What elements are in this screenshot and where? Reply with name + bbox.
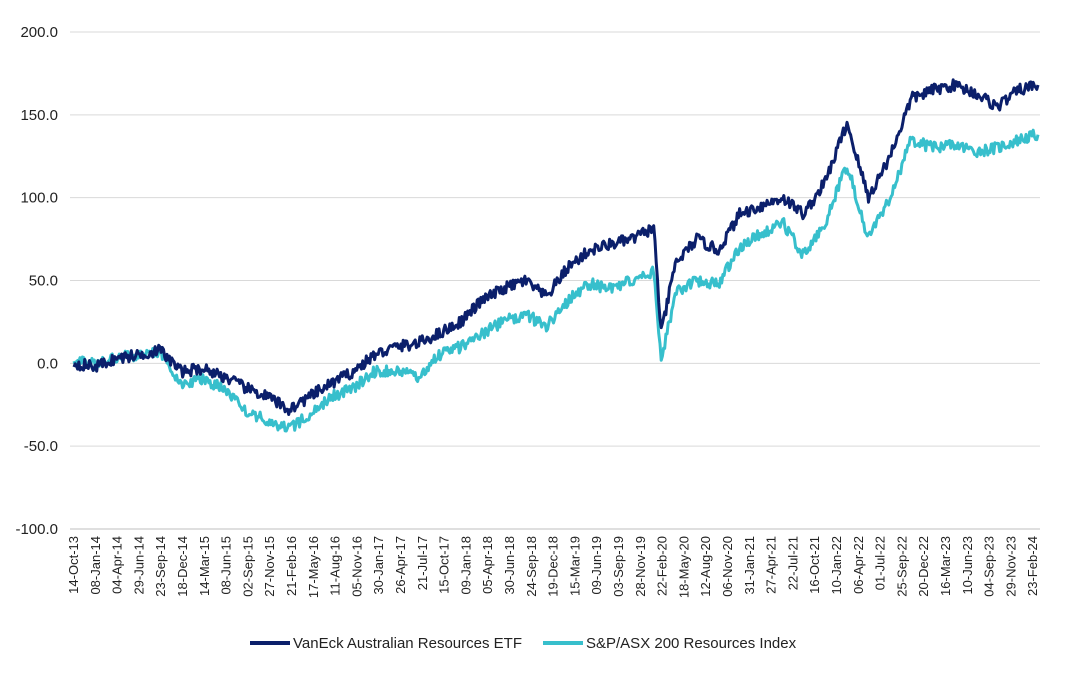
x-tick-label: 16-Mar-23 <box>938 536 953 596</box>
x-tick-label: 01-Jul-22 <box>873 536 888 590</box>
x-tick-label: 28-Nov-19 <box>633 536 648 597</box>
y-tick-label: 100.0 <box>20 190 58 207</box>
series-lines <box>72 78 1040 433</box>
x-tick-label: 24-Sep-18 <box>524 536 539 597</box>
x-tick-label: 08-Jan-14 <box>88 536 103 595</box>
x-tick-label: 18-May-20 <box>676 536 691 598</box>
x-tick-label: 02-Sep-15 <box>240 536 255 597</box>
legend: VanEck Australian Resources ETF S&P/ASX 2… <box>250 635 797 652</box>
x-tick-label: 18-Dec-14 <box>175 536 190 597</box>
x-tick-label: 23-Feb-24 <box>1025 536 1040 596</box>
x-tick-label: 19-Dec-18 <box>546 536 561 597</box>
x-tick-label: 27-Apr-21 <box>764 536 779 594</box>
x-tick-label: 06-Nov-20 <box>720 536 735 597</box>
x-tick-label: 03-Sep-19 <box>611 536 626 597</box>
x-tick-label: 31-Jan-21 <box>742 536 757 595</box>
x-tick-label: 23-Sep-14 <box>153 536 168 597</box>
y-tick-label: 200.0 <box>20 24 58 41</box>
x-tick-label: 16-Oct-21 <box>807 536 822 594</box>
x-tick-label: 25-Sep-22 <box>894 536 909 597</box>
x-tick-label: 22-Jul-21 <box>785 536 800 590</box>
x-tick-label: 30-Jan-17 <box>371 536 386 595</box>
y-tick-label: 0.0 <box>37 355 58 372</box>
x-tick-label: 30-Jun-18 <box>502 536 517 595</box>
series-line-asx200-resources <box>72 128 1040 433</box>
x-tick-label: 26-Apr-17 <box>393 536 408 594</box>
x-axis-ticks: 14-Oct-13 08-Jan-14 04-Apr-14 29-Jun-14 23-S… <box>66 536 1040 598</box>
x-tick-label: 05-Nov-16 <box>349 536 364 597</box>
x-tick-label: 17-May-16 <box>306 536 321 598</box>
y-tick-label: -50.0 <box>24 438 58 455</box>
x-tick-label: 21-Feb-16 <box>284 536 299 596</box>
x-tick-label: 20-Dec-22 <box>916 536 931 597</box>
y-tick-label: 50.0 <box>29 273 58 290</box>
x-tick-label: 15-Mar-19 <box>567 536 582 596</box>
gridlines <box>70 31 1040 530</box>
x-tick-label: 21-Jul-17 <box>415 536 430 590</box>
x-tick-label: 10-Jun-23 <box>960 536 975 595</box>
x-tick-label: 05-Apr-18 <box>480 536 495 594</box>
x-tick-label: 29-Nov-23 <box>1003 536 1018 597</box>
y-tick-label: -100.0 <box>15 521 58 538</box>
x-tick-label: 22-Feb-20 <box>655 536 670 596</box>
x-tick-label: 15-Oct-17 <box>437 536 452 594</box>
x-tick-label: 27-Nov-15 <box>262 536 277 597</box>
x-tick-label: 09-Jan-18 <box>458 536 473 595</box>
x-tick-label: 14-Oct-13 <box>66 536 81 594</box>
x-tick-label: 06-Apr-22 <box>851 536 866 594</box>
legend-label: S&P/ASX 200 Resources Index <box>586 635 797 652</box>
x-tick-label: 10-Jan-22 <box>829 536 844 595</box>
series-line-vaneck-etf <box>72 78 1040 416</box>
x-tick-label: 04-Sep-23 <box>982 536 997 597</box>
legend-label: VanEck Australian Resources ETF <box>293 635 522 652</box>
x-tick-label: 12-Aug-20 <box>698 536 713 597</box>
y-axis-ticks: 200.0 150.0 100.0 50.0 0.0 -50.0 -100.0 <box>15 24 58 538</box>
x-tick-label: 09-Jun-19 <box>589 536 604 595</box>
x-tick-label: 11-Aug-16 <box>328 536 343 596</box>
x-tick-label: 08-Jun-15 <box>219 536 234 595</box>
x-tick-label: 04-Apr-14 <box>110 536 125 594</box>
x-tick-label: 14-Mar-15 <box>197 536 212 596</box>
x-tick-label: 29-Jun-14 <box>131 536 146 595</box>
y-tick-label: 150.0 <box>20 107 58 124</box>
